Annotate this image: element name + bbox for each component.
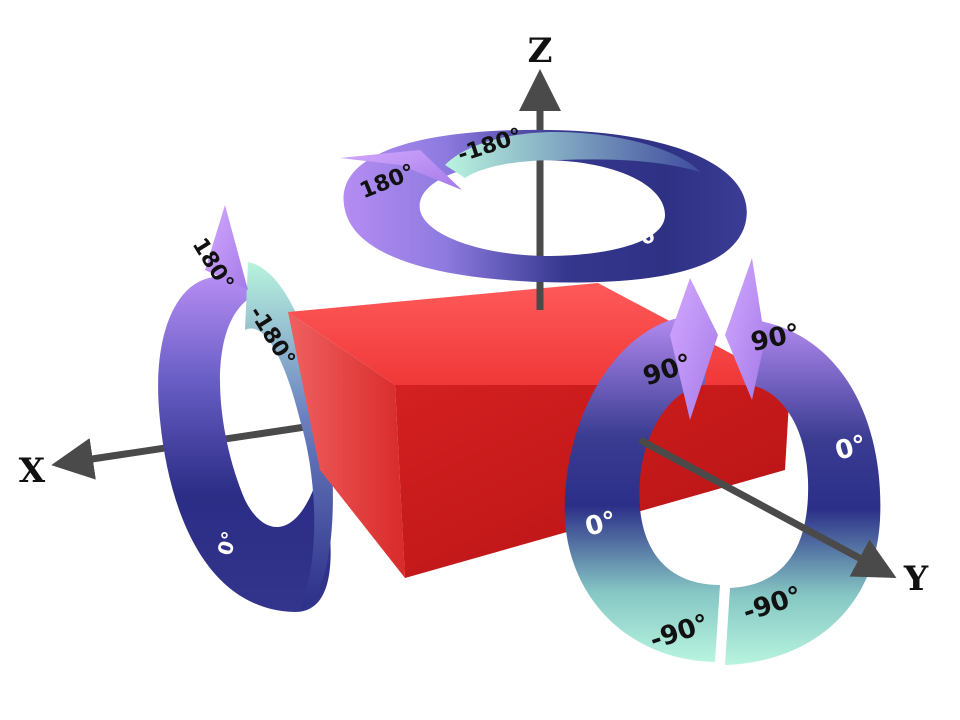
y-ring-left-arrowhead bbox=[670, 278, 718, 420]
box-left-face bbox=[288, 312, 405, 578]
y-rotation-ring bbox=[564, 258, 881, 665]
z-ring-arrowhead bbox=[340, 150, 462, 190]
y-axis-line bbox=[638, 436, 897, 578]
z-rotation-ring bbox=[340, 129, 747, 283]
y-ring-right-arrowhead bbox=[725, 258, 765, 400]
y-ring-right-half bbox=[725, 318, 881, 665]
z-ring-top-segment bbox=[445, 132, 700, 178]
red-box bbox=[288, 283, 790, 578]
y-axis-label: Y bbox=[903, 559, 929, 599]
x-ring-left-half bbox=[158, 276, 331, 612]
x-ring-arrowhead bbox=[205, 205, 248, 290]
x-rotation-ring bbox=[158, 205, 333, 612]
z-axis-label: Z bbox=[528, 31, 553, 71]
y-ring-left-half bbox=[564, 314, 720, 662]
z-ring-body bbox=[343, 129, 747, 283]
x-axis-label: X bbox=[19, 451, 46, 491]
